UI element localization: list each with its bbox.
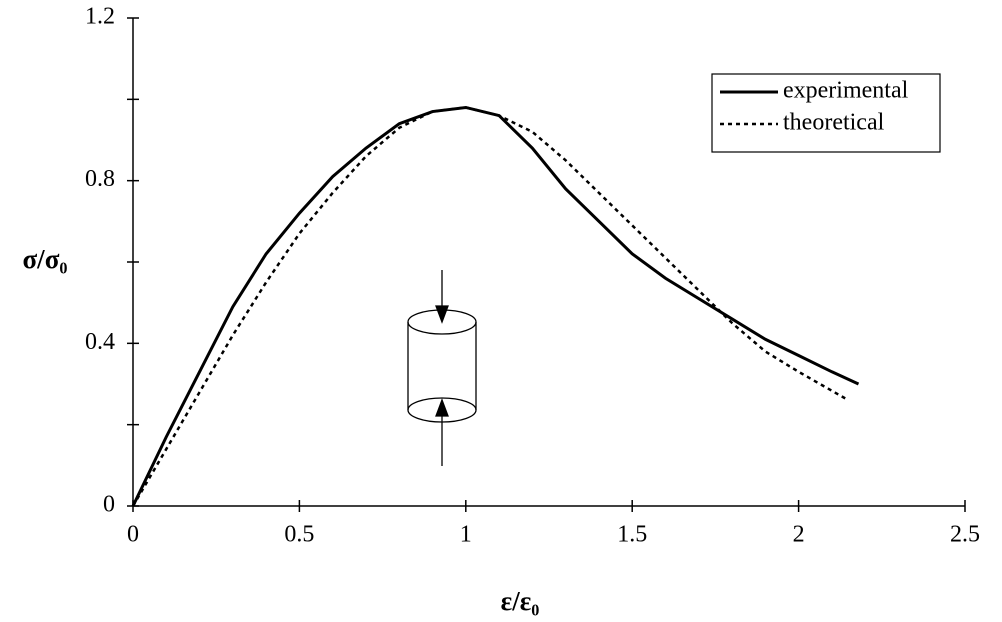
y-tick-label: 1.2 — [85, 4, 115, 30]
legend-label: experimental — [783, 78, 909, 104]
x-tick-label: 2.5 — [950, 522, 980, 548]
series-line — [131, 105, 860, 507]
y-tick-label: 0.4 — [85, 329, 115, 355]
x-tick-label: 0.5 — [284, 522, 314, 548]
specimen-illustration — [407, 270, 477, 466]
y-tick-label: 0.8 — [85, 166, 115, 192]
series-line — [131, 106, 850, 507]
y-axis-label: σ/σ₀ — [23, 244, 68, 274]
legend-box — [711, 73, 941, 153]
x-tick-label: 1.5 — [617, 522, 647, 548]
legend-label: theoretical — [783, 110, 885, 136]
x-tick-label: 2 — [793, 522, 805, 548]
y-tick-label: 0 — [103, 492, 115, 518]
x-axis-label: ε/ε₀ — [501, 586, 540, 616]
x-tick-label: 0 — [127, 522, 139, 548]
x-tick-label: 1 — [460, 522, 472, 548]
